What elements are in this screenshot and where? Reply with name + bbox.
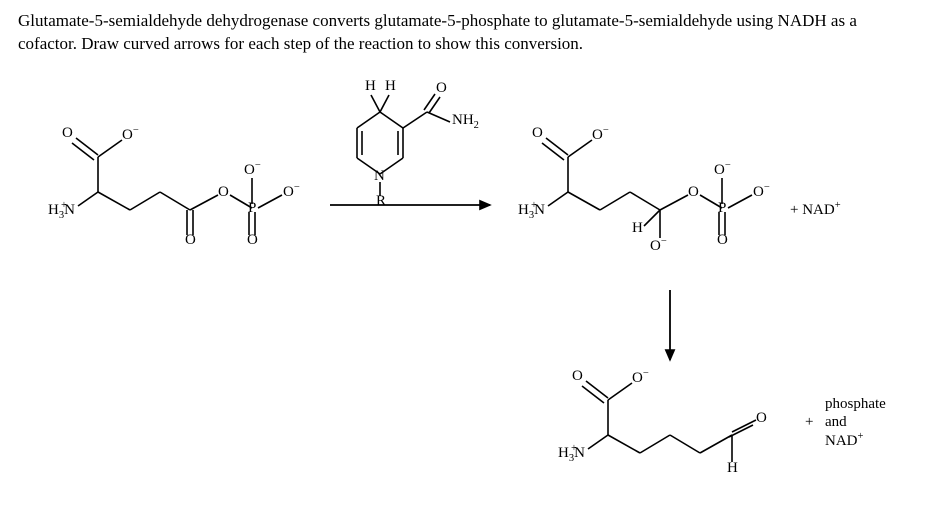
m3-aldehyde-o: O bbox=[756, 410, 767, 427]
m2-coo-o2: O− bbox=[592, 125, 609, 144]
molecule-3 bbox=[582, 381, 756, 462]
m1-bridge-o: O bbox=[218, 184, 229, 201]
m1-coo-o2: O− bbox=[122, 125, 139, 144]
nadh-h2: H bbox=[385, 78, 396, 95]
side-nad: NAD+ bbox=[825, 430, 863, 451]
m2-p-o-right: O− bbox=[753, 182, 770, 201]
plus-sign: + bbox=[805, 412, 813, 432]
m1-p-o-up: O− bbox=[244, 160, 261, 179]
m2-p-o-up: O− bbox=[714, 160, 731, 179]
m1-coo-o1: O bbox=[62, 125, 73, 142]
molecule-1 bbox=[72, 138, 282, 235]
m1-p-o-down: O bbox=[247, 232, 258, 249]
m3-h3n: H3N+ bbox=[558, 443, 577, 464]
m1-carbonyl-o: O bbox=[185, 232, 196, 249]
m3-coo-o2: O− bbox=[632, 368, 649, 387]
nadh-h1: H bbox=[365, 78, 376, 95]
m3-aldehyde-h: H bbox=[727, 460, 738, 477]
reaction-svg bbox=[0, 0, 950, 520]
m2-h: H bbox=[632, 220, 643, 237]
m1-p: P bbox=[248, 200, 256, 217]
m2-bridge-o: O bbox=[688, 184, 699, 201]
nadh-n: N bbox=[374, 168, 385, 185]
m1-h3n: H3N+ bbox=[48, 200, 67, 221]
m2-p-o-down: O bbox=[717, 232, 728, 249]
plus-nad-1: + NAD+ bbox=[790, 200, 841, 219]
m1-p-o-right: O− bbox=[283, 182, 300, 201]
molecule-2 bbox=[542, 138, 752, 238]
m2-coo-o1: O bbox=[532, 125, 543, 142]
page-root: Glutamate-5-semialdehyde dehydrogenase c… bbox=[0, 0, 950, 520]
nadh-nh2: NH2 bbox=[452, 112, 479, 131]
nadh-r: R bbox=[376, 193, 386, 210]
m2-o-minus: O− bbox=[650, 236, 667, 255]
m3-coo-o1: O bbox=[572, 368, 583, 385]
m2-h3n: H3N+ bbox=[518, 200, 537, 221]
nadh-carbonyl-o: O bbox=[436, 80, 447, 97]
m2-p: P bbox=[718, 200, 726, 217]
nadh-cofactor bbox=[357, 94, 450, 196]
